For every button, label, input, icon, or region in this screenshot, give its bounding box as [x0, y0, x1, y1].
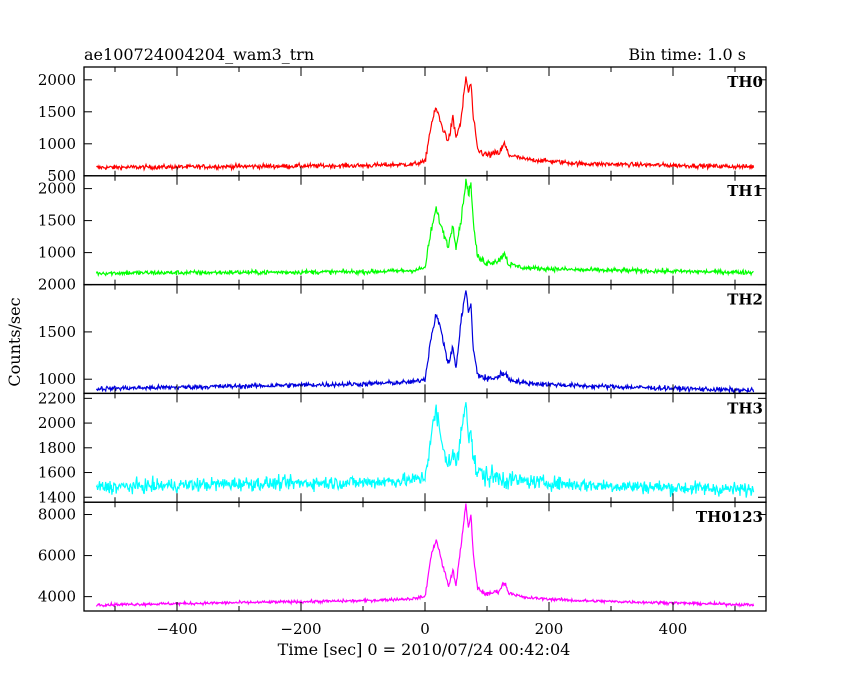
- panels-group: TH0500100015002000TH1100015002000TH21000…: [38, 66, 767, 638]
- panel-name-label: TH0123: [696, 508, 763, 526]
- panel-name-label: TH0: [727, 73, 763, 91]
- y-tick-label: 2000: [38, 180, 76, 198]
- series-th1: [95, 178, 754, 278]
- panel-name-label: TH1: [727, 182, 763, 200]
- x-tick-label: −200: [280, 620, 321, 638]
- x-tick-label: −400: [156, 620, 197, 638]
- y-tick-label: 500: [47, 167, 76, 185]
- series-th0: [96, 76, 755, 172]
- chart-title: ae100724004204_wam3_trn: [84, 45, 314, 64]
- y-tick-label: 1000: [38, 135, 76, 153]
- y-tick-label: 2000: [38, 414, 76, 432]
- y-tick-label: 1400: [38, 488, 76, 506]
- y-tick-label: 8000: [38, 506, 76, 524]
- y-tick-label: 6000: [38, 547, 76, 565]
- y-tick-label: 1500: [38, 323, 76, 341]
- y-tick-label: 4000: [38, 588, 76, 606]
- bin-time-label: Bin time: 1.0 s: [628, 45, 746, 64]
- series-th3: [95, 402, 755, 498]
- y-tick-label: 2200: [38, 389, 76, 407]
- y-tick-label: 1600: [38, 464, 76, 482]
- y-tick-label: 1800: [38, 439, 76, 457]
- series-th0123: [95, 503, 755, 608]
- x-tick-label: 0: [420, 620, 430, 638]
- y-axis-label: Counts/sec: [5, 297, 24, 386]
- y-tick-label: 1000: [38, 244, 76, 262]
- y-tick-label: 1500: [38, 103, 76, 121]
- panel-name-label: TH3: [727, 399, 763, 417]
- series-th2: [95, 290, 755, 394]
- x-tick-label: 200: [535, 620, 564, 638]
- x-tick-label: 400: [659, 620, 688, 638]
- y-tick-label: 2000: [38, 276, 76, 294]
- x-axis-label: Time [sec] 0 = 2010/07/24 00:42:04: [278, 640, 571, 659]
- panel-name-label: TH2: [727, 291, 763, 309]
- y-tick-label: 2000: [38, 71, 76, 89]
- y-tick-label: 1000: [38, 370, 76, 388]
- y-tick-label: 1500: [38, 212, 76, 230]
